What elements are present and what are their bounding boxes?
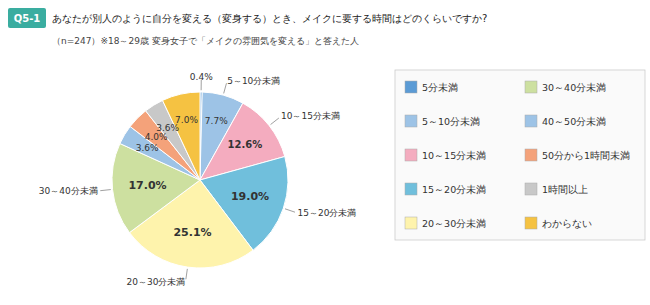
data-label: 7.0% [175, 115, 198, 125]
legend-swatch [525, 115, 537, 127]
slice-annotation: 20～30分未満 [127, 277, 186, 287]
data-label: 19.0% [231, 190, 269, 203]
slice-annotation: 10～15分未満 [281, 111, 340, 121]
title-badge [8, 8, 46, 28]
subtitle: （n=247）※18～29歳 変身女子で「メイクの雰囲気を変える」と答えた人 [52, 36, 359, 46]
legend-swatch [525, 149, 537, 161]
legend-label: 50分から1時間未満 [542, 150, 630, 161]
leader-line [186, 269, 187, 279]
legend-label: 5分未満 [422, 82, 458, 93]
legend-label: 1時間以上 [542, 184, 588, 195]
pie-slice [163, 92, 200, 180]
data-label: 17.0% [128, 179, 166, 192]
slice-annotation: 30～40分未満 [39, 186, 98, 196]
data-label: 4.0% [145, 132, 168, 142]
legend-swatch [405, 115, 417, 127]
leader-line [285, 209, 295, 212]
leader-line [100, 190, 110, 191]
title: あなたが別人のように自分を変える（変身する）とき、メイクに要する時間はどのくらい… [52, 13, 487, 24]
legend-swatch [525, 217, 537, 229]
slice-annotation: 5～10分未満 [227, 76, 280, 86]
data-label: 12.6% [228, 139, 263, 150]
legend-swatch [405, 183, 417, 195]
legend-swatch [405, 81, 417, 93]
legend-label: 30～40分未満 [542, 82, 606, 93]
data-label: 0.4% [190, 72, 213, 82]
legend-label: 20～30分未満 [422, 218, 486, 229]
legend-frame [395, 70, 645, 240]
slice-annotation: 15～20分未満 [298, 208, 357, 218]
leader-line [271, 118, 279, 125]
chart: Q5-1 あなたが別人のように自分を変える（変身する）とき、メイクに要する時間はど… [0, 0, 650, 305]
legend-swatch [525, 183, 537, 195]
data-label: 3.6% [136, 143, 159, 153]
title-badge-text: Q5-1 [14, 13, 41, 24]
data-label: 25.1% [173, 226, 211, 239]
legend-swatch [405, 149, 417, 161]
legend-label: 40～50分未満 [542, 116, 606, 127]
pie-labels: 0.4%7.7%12.6%19.0%25.1%17.0%3.6%4.0%3.6%… [39, 72, 357, 287]
leader-line [224, 83, 227, 93]
legend-label: 15～20分未満 [422, 184, 486, 195]
legend-label: わからない [542, 218, 592, 229]
legend: 5分未満 5～10分未満 10～15分未満 15～20分未満 20～30分未満 30～40… [395, 70, 645, 240]
legend-label: 5～10分未満 [422, 116, 480, 127]
data-label: 7.7% [205, 116, 228, 126]
legend-label: 10～15分未満 [422, 150, 486, 161]
pie [112, 92, 288, 268]
legend-swatch [525, 81, 537, 93]
legend-swatch [405, 217, 417, 229]
